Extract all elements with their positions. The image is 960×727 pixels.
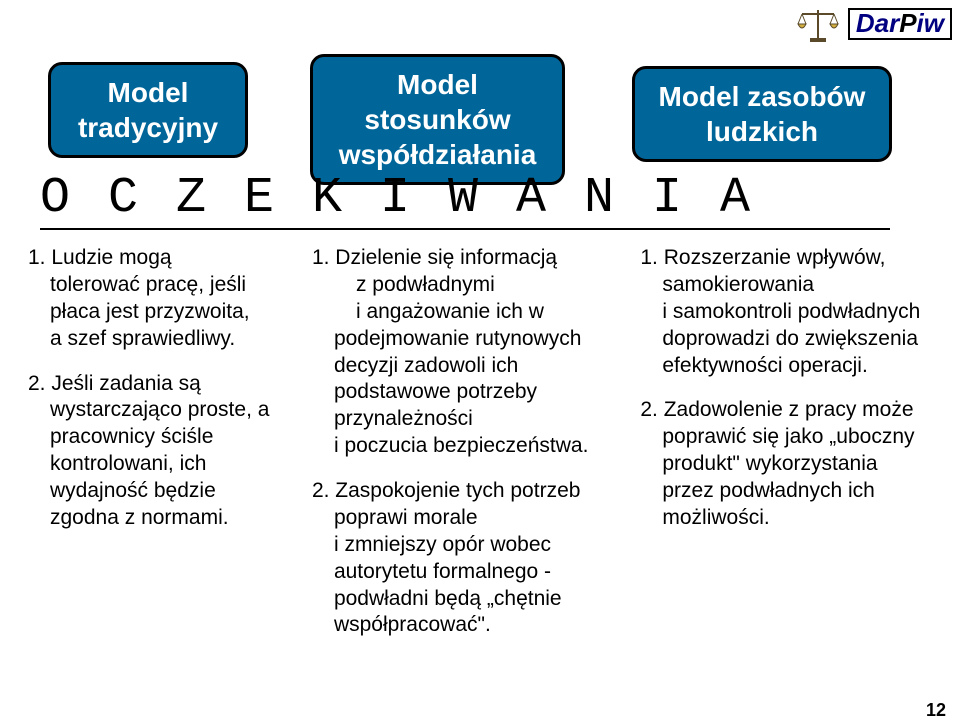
brand-part-3: iw (917, 8, 944, 38)
text-line: przez podwładnych ich (640, 478, 942, 505)
text-line: wystarczająco proste, a (28, 397, 300, 424)
text-line: tolerować pracę, jeśli (28, 272, 300, 299)
text-line: 1. Ludzie mogą (28, 245, 300, 272)
brand-logo: DarPiw (848, 8, 952, 40)
text-line: współpracować". (312, 612, 628, 639)
box2-line1: Model (331, 67, 544, 102)
text-line: możliwości. (640, 505, 942, 532)
scales-icon (794, 4, 842, 44)
text-line: poprawić się jako „uboczny (640, 424, 942, 451)
text-line: i samokontroli podwładnych (640, 299, 942, 326)
text-line: podejmowanie rutynowych (312, 326, 628, 353)
column-hr: 1. Rozszerzanie wpływów, samokierowania … (640, 245, 942, 657)
text-line: podwładni będą „chętnie (312, 586, 628, 613)
heading-underline (40, 228, 890, 230)
text-line: zgodna z normami. (28, 505, 300, 532)
text-line: kontrolowani, ich (28, 451, 300, 478)
box2-line3: współdziałania (331, 137, 544, 172)
col2-para1: 1. Dzielenie się informacją z podwładnym… (312, 245, 628, 460)
text-line: 1. Dzielenie się informacją (312, 245, 628, 272)
logo-area: DarPiw (794, 4, 952, 44)
text-line: i poczucia bezpieczeństwa. (312, 433, 628, 460)
text-line: doprowadzi do zwiększenia (640, 326, 942, 353)
text-line: i zmniejszy opór wobec (312, 532, 628, 559)
page-number: 12 (926, 700, 946, 721)
content-columns: 1. Ludzie mogą tolerować pracę, jeśli pł… (28, 245, 942, 657)
text-line: 2. Zaspokojenie tych potrzeb (312, 478, 628, 505)
text-line: wydajność będzie (28, 478, 300, 505)
text-line: 2. Jeśli zadania są (28, 371, 300, 398)
box2-line2: stosunków (331, 102, 544, 137)
model-box-cooperation: Model stosunków współdziałania (310, 54, 565, 185)
text-line: płaca jest przyzwoita, (28, 299, 300, 326)
box3-line1: Model zasobów (653, 79, 871, 114)
text-line: efektywności operacji. (640, 353, 942, 380)
text-line: podstawowe potrzeby (312, 379, 628, 406)
model-box-hr: Model zasobów ludzkich (632, 66, 892, 162)
brand-part-2: P (899, 8, 916, 38)
box1-line2: tradycyjny (69, 110, 227, 145)
text-line: produkt" wykorzystania (640, 451, 942, 478)
brand-part-1: Dar (856, 8, 899, 38)
text-line: poprawi morale (312, 505, 628, 532)
text-line: autorytetu formalnego - (312, 559, 628, 586)
text-line: decyzji zadowoli ich (312, 353, 628, 380)
section-heading: OCZEKIWANIA (40, 170, 920, 227)
col1-para1: 1. Ludzie mogą tolerować pracę, jeśli pł… (28, 245, 300, 353)
text-line: 2. Zadowolenie z pracy może (640, 397, 942, 424)
column-cooperation: 1. Dzielenie się informacją z podwładnym… (312, 245, 628, 657)
box1-line1: Model (69, 75, 227, 110)
col1-para2: 2. Jeśli zadania są wystarczająco proste… (28, 371, 300, 532)
box3-line2: ludzkich (653, 114, 871, 149)
text-line: z podwładnymi (312, 272, 628, 299)
column-traditional: 1. Ludzie mogą tolerować pracę, jeśli pł… (28, 245, 300, 657)
text-line: samokierowania (640, 272, 942, 299)
col3-para1: 1. Rozszerzanie wpływów, samokierowania … (640, 245, 942, 379)
text-line: 1. Rozszerzanie wpływów, (640, 245, 942, 272)
model-box-traditional: Model tradycyjny (48, 62, 248, 158)
text-line: a szef sprawiedliwy. (28, 326, 300, 353)
col3-para2: 2. Zadowolenie z pracy może poprawić się… (640, 397, 942, 531)
text-line: przynależności (312, 406, 628, 433)
col2-para2: 2. Zaspokojenie tych potrzeb poprawi mor… (312, 478, 628, 639)
text-line: i angażowanie ich w (312, 299, 628, 326)
text-line: pracownicy ściśle (28, 424, 300, 451)
